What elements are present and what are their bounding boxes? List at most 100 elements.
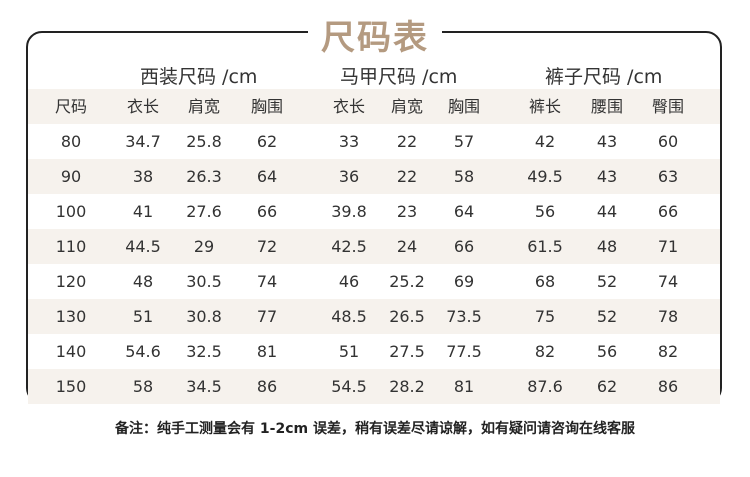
table-cell: 130: [55, 307, 87, 326]
table-cell: 36: [338, 167, 360, 186]
table-cell: 81: [256, 342, 278, 361]
table-cell: 82: [534, 342, 556, 361]
table-cell: 86: [657, 377, 679, 396]
table-cell: 60: [657, 132, 679, 151]
table-cell: 22: [396, 132, 418, 151]
table-cell: 68: [534, 272, 556, 291]
table-cell: 86: [256, 377, 278, 396]
table-cell: 56: [534, 202, 556, 221]
table-cell: 27.6: [186, 202, 222, 221]
table-cell: 38: [132, 167, 154, 186]
table-cell: 81: [453, 377, 475, 396]
table-row: 130 51 30.8 77 48.5 26.5 73.5 75 52 78: [28, 299, 720, 334]
table-cell: 54.6: [125, 342, 161, 361]
page-title: 尺码表: [321, 18, 429, 58]
table-cell: 51: [338, 342, 360, 361]
table-cell: 73.5: [446, 307, 482, 326]
table-cell: 25.2: [389, 272, 425, 291]
table-cell: 30.8: [186, 307, 222, 326]
table-cell: 75: [534, 307, 556, 326]
footnote: 备注：纯手工测量会有 1-2cm 误差，稍有误差尽请谅解，如有疑问请咨询在线客服: [115, 421, 635, 437]
table-cell: 32.5: [186, 342, 222, 361]
table-cell: 33: [338, 132, 360, 151]
table-cell: 77: [256, 307, 278, 326]
column-header: 衣长: [126, 97, 159, 116]
table-cell: 82: [657, 342, 679, 361]
table-cell: 87.6: [527, 377, 563, 396]
table-cell: 78: [657, 307, 679, 326]
table-cell: 43: [596, 132, 618, 151]
table-cell: 43: [596, 167, 618, 186]
column-header: 胸围: [250, 97, 283, 116]
table-cell: 66: [256, 202, 278, 221]
table-cell: 140: [55, 342, 87, 361]
table-cell: 56: [596, 342, 618, 361]
table-row: 120 48 30.5 74 46 25.2 69 68 52 74: [28, 264, 720, 299]
table-cell: 74: [256, 272, 278, 291]
table-cell: 30.5: [186, 272, 222, 291]
column-header: 衣长: [332, 97, 365, 116]
table-cell: 90: [60, 167, 82, 186]
table-cell: 42: [534, 132, 556, 151]
table-cell: 26.3: [186, 167, 222, 186]
table-cell: 61.5: [527, 237, 563, 256]
table-cell: 28.2: [389, 377, 425, 396]
table-cell: 66: [453, 237, 475, 256]
table-cell: 26.5: [389, 307, 425, 326]
table-cell: 23: [396, 202, 418, 221]
group-pants: 裤子尺码 /cm: [545, 66, 663, 88]
column-header: 尺码: [54, 97, 87, 116]
table-cell: 58: [453, 167, 475, 186]
table-row: 110 44.5 29 72 42.5 24 66 61.5 48 71: [28, 229, 720, 264]
table-cell: 69: [453, 272, 475, 291]
table-cell: 41: [132, 202, 154, 221]
table-cell: 34.7: [125, 132, 161, 151]
table-cell: 48.5: [331, 307, 367, 326]
column-header: 裤长: [528, 97, 561, 116]
table-cell: 64: [256, 167, 278, 186]
table-cell: 34.5: [186, 377, 222, 396]
table-cell: 48: [132, 272, 154, 291]
table-cell: 42.5: [331, 237, 367, 256]
table-row: 140 54.6 32.5 81 51 27.5 77.5 82 56 82: [28, 334, 720, 369]
table-cell: 49.5: [527, 167, 563, 186]
table-cell: 44: [596, 202, 618, 221]
table-cell: 64: [453, 202, 475, 221]
table-cell: 39.8: [331, 202, 367, 221]
table-cell: 58: [132, 377, 154, 396]
column-header: 肩宽: [187, 97, 220, 116]
column-header: 臀围: [651, 97, 684, 116]
table-cell: 110: [55, 237, 87, 256]
table-cell: 52: [596, 307, 618, 326]
table-header-row: 尺码 衣长 肩宽 胸围 衣长 肩宽 胸围 裤长 腰围 臀围: [28, 89, 720, 124]
table-cell: 72: [256, 237, 278, 256]
table-cell: 57: [453, 132, 475, 151]
size-table: 尺码 衣长 肩宽 胸围 衣长 肩宽 胸围 裤长 腰围 臀围 80 34.7 25.8 62 33 22 57 42…: [28, 89, 720, 404]
table-cell: 80: [60, 132, 82, 151]
table-cell: 62: [596, 377, 618, 396]
title-gap: [308, 26, 442, 38]
table-row: 150 58 34.5 86 54.5 28.2 81 87.6 62 86: [28, 369, 720, 404]
table-cell: 29: [193, 237, 215, 256]
table-cell: 71: [657, 237, 679, 256]
group-suit: 西装尺码 /cm: [140, 66, 258, 88]
table-cell: 54.5: [331, 377, 367, 396]
table-cell: 77.5: [446, 342, 482, 361]
column-header: 肩宽: [390, 97, 423, 116]
table-cell: 52: [596, 272, 618, 291]
table-cell: 27.5: [389, 342, 425, 361]
table-cell: 44.5: [125, 237, 161, 256]
table-cell: 46: [338, 272, 360, 291]
table-cell: 150: [55, 377, 87, 396]
table-cell: 120: [55, 272, 87, 291]
table-cell: 63: [657, 167, 679, 186]
table-cell: 22: [396, 167, 418, 186]
table-cell: 25.8: [186, 132, 222, 151]
group-vest: 马甲尺码 /cm: [340, 66, 458, 88]
table-cell: 100: [55, 202, 87, 221]
table-cell: 74: [657, 272, 679, 291]
column-header: 腰围: [590, 97, 623, 116]
table-row: 80 34.7 25.8 62 33 22 57 42 43 60: [28, 124, 720, 159]
column-header: 胸围: [447, 97, 480, 116]
table-cell: 48: [596, 237, 618, 256]
